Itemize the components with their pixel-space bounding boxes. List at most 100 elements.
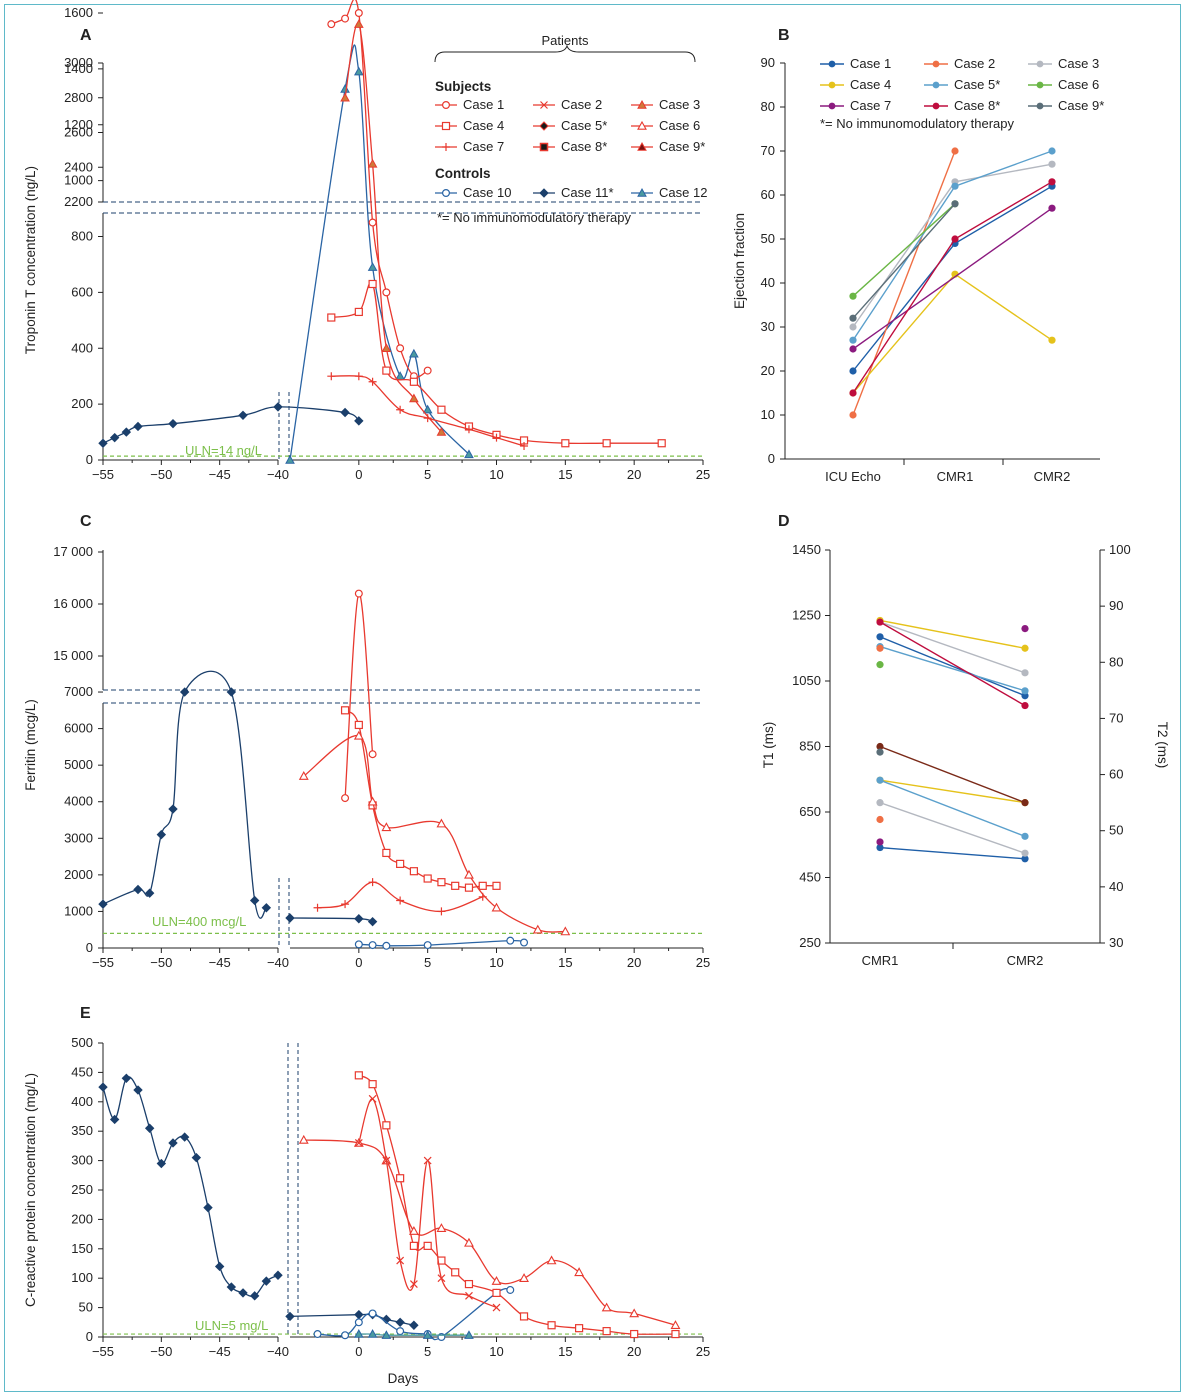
a-legend-header: Patients (542, 33, 589, 48)
a-data-point (238, 410, 248, 421)
a-data-point (368, 218, 377, 227)
a-y-tick-label: 2400 (64, 159, 93, 174)
e-y-tick-label: 500 (71, 1035, 93, 1050)
a-x-tick-label: −55 (92, 467, 114, 482)
c-x-tick-label: −45 (209, 955, 231, 970)
b-data-point (849, 314, 857, 322)
b-legend-marker (1036, 60, 1044, 68)
e-data-point (353, 1329, 364, 1338)
a-x-tick-label: 0 (355, 467, 362, 482)
d-y2-tick-label: 90 (1109, 598, 1123, 613)
b-legend-item: Case 2 (954, 56, 995, 71)
e-x-tick-label: 15 (558, 1344, 572, 1359)
e-data-point (368, 1309, 377, 1318)
c-x-tick-label: 20 (627, 955, 641, 970)
panel-a: 0200400600800100012001400160022002400260… (23, 0, 710, 482)
a-legend-marker (442, 189, 451, 198)
c-data-point (340, 706, 350, 715)
e-data-point (465, 1291, 473, 1300)
d-t1-data-point (876, 618, 884, 626)
a-data-point (353, 19, 364, 28)
b-data-point (849, 411, 857, 419)
c-data-point (382, 941, 391, 950)
c-uln-label: ULN=400 mcg/L (152, 914, 246, 929)
b-legend-marker (932, 81, 940, 89)
a-data-point (168, 418, 178, 429)
a-x-tick-label: 5 (424, 467, 431, 482)
c-data-point (396, 896, 405, 905)
c-data-point (341, 900, 350, 909)
a-legend-marker (539, 188, 549, 198)
b-x-tick-label: CMR2 (1034, 469, 1071, 484)
d-t1-data-point (1021, 687, 1029, 695)
a-y-tick-label: 200 (71, 396, 93, 411)
b-legend-marker (828, 81, 836, 89)
b-y-tick-label: 30 (761, 319, 775, 334)
c-data-point (506, 936, 515, 945)
b-y-tick-label: 90 (761, 55, 775, 70)
e-data-point (98, 1082, 108, 1092)
panel-c: 0 1000 2000 3000 4000 5000 6000 7000 15 000 16 00… (23, 544, 710, 970)
d-t2-data-point (876, 838, 884, 846)
b-data-point (1048, 204, 1056, 212)
e-data-point (368, 1094, 377, 1103)
a-data-point (109, 432, 120, 443)
c-data-point (298, 771, 309, 780)
c-data-point (409, 867, 418, 876)
e-data-point (354, 1139, 363, 1147)
a-legend-item: Case 5* (561, 118, 607, 133)
a-data-point (423, 414, 432, 423)
d-y2-tick-label: 70 (1109, 710, 1123, 725)
b-y-axis-label: Ejection fraction (732, 213, 747, 309)
a-data-point (368, 377, 377, 386)
a-legend-marker (441, 121, 451, 131)
c-data-point (226, 687, 237, 697)
b-y-tick-label: 50 (761, 231, 775, 246)
b-legend-item: Case 6 (1058, 77, 1099, 92)
a-x-tick-label: −40 (267, 467, 289, 482)
c-y-tick-label: 7000 (64, 684, 93, 699)
d-y-tick-label: 450 (799, 870, 821, 885)
c-y-tick-label: 0 (86, 940, 93, 955)
b-x-tick-label: CMR1 (937, 469, 974, 484)
a-data-point (409, 348, 419, 358)
e-y-tick-label: 350 (71, 1123, 93, 1138)
c-data-point (156, 829, 167, 840)
e-data-point (423, 1156, 432, 1165)
e-data-point (451, 1268, 460, 1277)
e-y-axis-label: C-reactive protein concentration (mg/L) (23, 1073, 38, 1307)
d-t2-series-line (879, 779, 1026, 804)
b-series-line (852, 203, 956, 297)
a-y-tick-label: 1000 (64, 173, 93, 188)
e-series-line (358, 1074, 676, 1335)
a-data-point (520, 442, 529, 451)
panel-letter-a: A (80, 27, 92, 44)
c-x-tick-label: 25 (696, 955, 710, 970)
e-data-point (408, 1226, 419, 1235)
d-y2-axis-label: T2 (ms) (1155, 722, 1170, 769)
a-y-tick-label: 600 (71, 284, 93, 299)
d-y-tick-label: 1450 (792, 542, 821, 557)
c-data-point (451, 881, 460, 890)
b-legend-marker (828, 60, 836, 68)
e-y-tick-label: 100 (71, 1270, 93, 1285)
c-data-point (285, 913, 295, 923)
d-t2-data-point (1021, 799, 1029, 807)
e-data-point (602, 1327, 611, 1336)
e-data-point (670, 1320, 681, 1329)
b-legend-item: Case 5* (954, 77, 1000, 92)
a-legend-marker (539, 142, 549, 152)
a-legend-item: Case 4 (463, 118, 504, 133)
e-data-point (437, 1274, 446, 1283)
d-t2-series-line (879, 801, 1026, 854)
e-x-tick-label: 25 (696, 1344, 710, 1359)
a-y-tick-label: 2600 (64, 125, 93, 140)
d-y2-tick-label: 40 (1109, 879, 1123, 894)
c-data-point (437, 907, 446, 916)
e-series-line (358, 1098, 497, 1309)
e-data-point (133, 1085, 143, 1095)
b-data-point (1048, 336, 1056, 344)
c-y-tick-label: 17 000 (53, 544, 93, 559)
a-data-point (285, 454, 295, 464)
